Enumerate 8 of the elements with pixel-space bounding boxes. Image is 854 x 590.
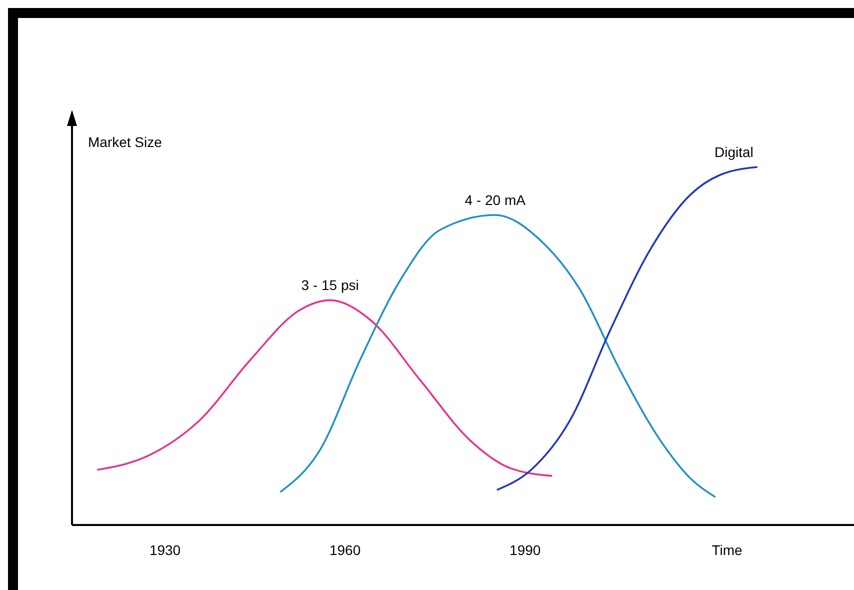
x-tick-label: 1960 [329, 542, 361, 558]
x-axis-title: Time [712, 542, 743, 558]
x-tick-label: 1930 [149, 542, 181, 558]
y-axis-title: Market Size [88, 134, 162, 150]
series-label: Digital [714, 144, 754, 160]
series-label: 3 - 15 psi [301, 277, 359, 294]
x-tick-label: 1990 [510, 542, 541, 558]
series-label: 4 - 20 mA [464, 192, 526, 208]
